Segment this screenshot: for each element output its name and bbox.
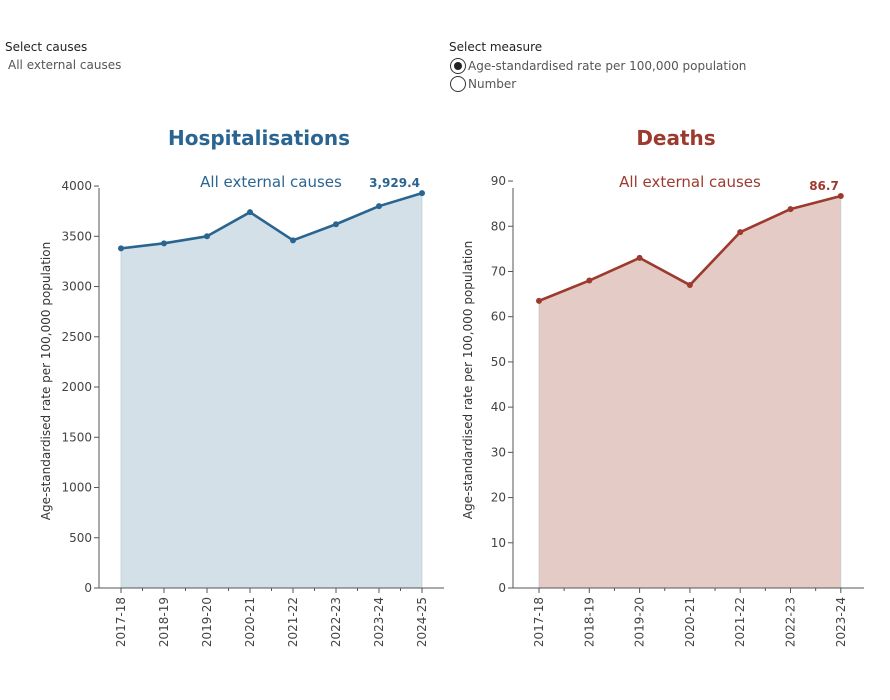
deaths-x-tick-label: 2021-22 — [733, 597, 747, 647]
deaths-data-point — [737, 229, 744, 236]
select-causes-value[interactable]: All external causes — [8, 58, 122, 72]
hosp-subtitle: All external causes — [200, 173, 342, 191]
select-causes-label: Select causes — [5, 40, 88, 54]
measure-option-rate-label: Age-standardised rate per 100,000 popula… — [468, 59, 747, 73]
deaths-y-axis-label: Age-standardised rate per 100,000 popula… — [461, 241, 475, 519]
hosp-x-tick-label: 2020-21 — [243, 597, 257, 647]
deaths-y-tick-label: 0 — [498, 581, 506, 595]
deaths-chart: All external causes Age-standardised rate… — [461, 173, 864, 647]
deaths-data-point — [686, 282, 693, 289]
hosp-y-tick-label: 2500 — [61, 330, 92, 344]
hosp-last-value-label: 3,929.4 — [369, 176, 420, 190]
deaths-data-point — [837, 192, 844, 199]
hosp-x-tick-label: 2017-18 — [114, 597, 128, 647]
radio-number[interactable] — [450, 76, 466, 92]
deaths-y-tick-label: 10 — [491, 536, 506, 550]
deaths-y-tick-label: 90 — [491, 174, 506, 188]
hosp-x-tick-label: 2022-23 — [329, 597, 343, 647]
deaths-x-tick-label: 2023-24 — [834, 597, 848, 647]
deaths-x-tick-label: 2022-23 — [784, 597, 798, 647]
hosp-y-tick-label: 1000 — [61, 481, 92, 495]
deaths-y-tick-label: 30 — [491, 445, 506, 459]
hosp-area — [121, 193, 422, 588]
deaths-x-tick-label: 2019-20 — [633, 597, 647, 647]
deaths-x-tick-label: 2020-21 — [683, 597, 697, 647]
hospitalisations-chart: All external causes Age-standardised rate… — [39, 173, 444, 647]
hosp-y-axis-label: Age-standardised rate per 100,000 popula… — [39, 242, 53, 520]
hosp-y-tick-label: 500 — [69, 531, 92, 545]
hosp-x-tick-label: 2018-19 — [157, 597, 171, 647]
hosp-data-point — [118, 245, 124, 252]
deaths-last-value-label: 86.7 — [809, 179, 839, 193]
measure-option-rate[interactable]: Age-standardised rate per 100,000 popula… — [450, 58, 746, 74]
hosp-data-point — [204, 233, 210, 240]
hosp-data-point — [333, 221, 339, 228]
radio-rate[interactable] — [450, 58, 466, 74]
deaths-x-tick-label: 2017-18 — [532, 597, 546, 647]
deaths-x-tick-label: 2018-19 — [582, 597, 596, 647]
hosp-y-tick-label: 2000 — [61, 380, 92, 394]
deaths-y-tick-label: 20 — [491, 491, 506, 505]
deaths-data-point — [586, 277, 593, 284]
hosp-y-tick-label: 3000 — [61, 280, 92, 294]
hosp-y-tick-label: 0 — [84, 581, 92, 595]
hospitalisations-title: Hospitalisations — [167, 126, 351, 150]
measure-option-number[interactable]: Number — [450, 76, 516, 92]
hosp-y-tick-label: 3500 — [61, 229, 92, 243]
hosp-x-tick-label: 2021-22 — [286, 597, 300, 647]
deaths-y-tick-label: 70 — [491, 264, 506, 278]
hosp-x-tick-label: 2019-20 — [200, 597, 214, 647]
deaths-title: Deaths — [636, 126, 716, 150]
hosp-x-tick-label: 2023-24 — [372, 597, 386, 647]
hosp-series-line — [120, 191, 423, 250]
measure-option-number-label: Number — [468, 77, 517, 91]
hosp-x-tick-label: 2024-25 — [415, 597, 429, 647]
hosp-y-tick-label: 1500 — [61, 430, 92, 444]
deaths-data-point — [787, 206, 794, 213]
select-measure-label: Select measure — [449, 40, 543, 54]
deaths-area — [539, 195, 841, 588]
hosp-y-tick-label: 4000 — [61, 179, 92, 193]
deaths-y-tick-label: 80 — [491, 219, 506, 233]
deaths-subtitle: All external causes — [619, 173, 761, 191]
deaths-data-point — [536, 297, 542, 304]
deaths-y-tick-label: 50 — [491, 355, 506, 369]
hosp-data-point — [376, 203, 382, 210]
hosp-data-point — [290, 237, 296, 244]
deaths-y-tick-label: 40 — [491, 400, 506, 414]
hosp-data-point — [247, 209, 253, 216]
hosp-data-point — [161, 240, 167, 247]
deaths-y-tick-label: 60 — [491, 310, 506, 324]
deaths-data-point — [636, 254, 643, 261]
hosp-data-point — [419, 190, 425, 197]
